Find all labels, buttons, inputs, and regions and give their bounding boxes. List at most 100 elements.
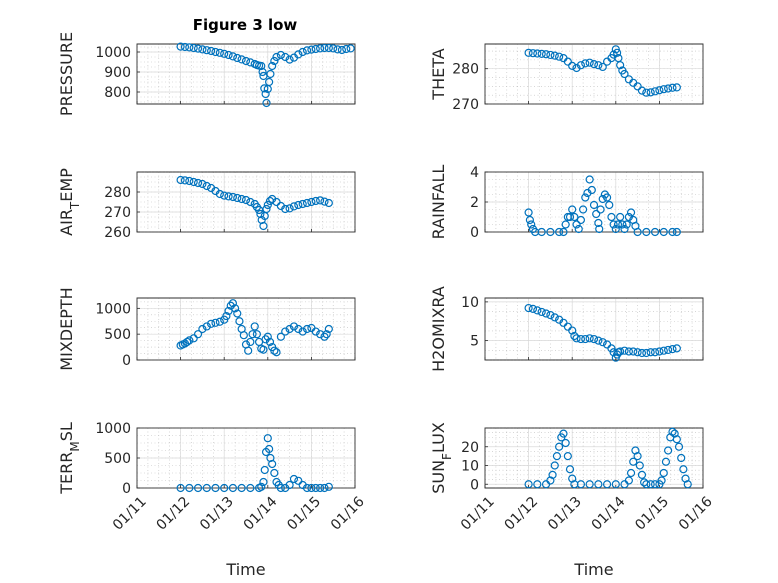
data-point (262, 204, 271, 214)
y-tick-label: 270 (452, 97, 479, 113)
data-point (650, 348, 660, 357)
data-point (185, 176, 194, 186)
data-point (259, 345, 268, 354)
data-point (228, 483, 238, 493)
data-point (270, 56, 279, 66)
data-point (541, 309, 551, 318)
data-point (302, 324, 312, 334)
data-point (620, 224, 629, 234)
data-point (550, 461, 559, 470)
data-point (202, 322, 211, 331)
data-point (276, 332, 285, 341)
data-point (524, 480, 533, 489)
data-point (246, 483, 255, 493)
data-point (594, 480, 603, 489)
data-point (257, 61, 266, 71)
data-point (622, 220, 631, 229)
data-point (233, 193, 242, 203)
data-point (528, 49, 538, 58)
data-point (525, 215, 535, 225)
data-point (659, 85, 668, 94)
data-point (572, 63, 581, 73)
data-point (281, 204, 290, 214)
data-point (664, 84, 673, 93)
data-point (611, 224, 620, 234)
data-point (681, 474, 690, 483)
data-point (578, 205, 588, 214)
data-point (672, 344, 681, 353)
data-point (657, 476, 666, 485)
data-point (220, 191, 229, 200)
data-point (672, 83, 681, 92)
data-point (668, 83, 677, 92)
data-point (220, 49, 229, 58)
y-tick-label: 0 (470, 477, 479, 493)
data-point (294, 200, 303, 210)
data-point (324, 43, 333, 53)
data-point (533, 49, 542, 58)
data-point (241, 195, 251, 205)
data-point (193, 330, 203, 339)
data-point (220, 483, 229, 493)
data-point (176, 483, 185, 493)
data-point (324, 324, 333, 334)
y-axis-label: PRESSURE (57, 32, 76, 116)
x-axis-label: Time (573, 560, 613, 579)
data-point (620, 69, 629, 79)
x-tick-label: 01/11 (110, 494, 150, 534)
data-point (189, 43, 198, 53)
data-point (202, 483, 211, 493)
data-point (262, 98, 271, 108)
y-tick-label: 500 (104, 327, 131, 343)
data-point (316, 196, 325, 205)
data-point (594, 336, 603, 345)
subplot-air-emp: 260 270 280 AIRTEMP (57, 168, 356, 241)
data-point (260, 465, 269, 475)
data-point (546, 50, 555, 60)
data-point (668, 345, 677, 354)
x-tick-label: 01/13 (545, 494, 585, 534)
data-point (241, 56, 251, 66)
data-point (528, 304, 538, 313)
data-point (587, 185, 596, 195)
data-point (646, 88, 655, 97)
x-tick-label: 01/15 (284, 494, 324, 534)
data-point (563, 57, 572, 66)
axes-frame (136, 171, 356, 233)
data-point (263, 332, 272, 341)
data-point (266, 69, 275, 79)
data-point (613, 48, 622, 57)
data-point (298, 327, 307, 336)
data-point (595, 224, 604, 234)
data-point (248, 330, 257, 339)
data-point (524, 303, 533, 313)
data-point (259, 477, 268, 487)
y-tick-label: 1000 (95, 301, 131, 317)
data-point (311, 327, 320, 336)
y-axis-label: AIRTEMP (57, 168, 82, 236)
data-point (333, 45, 342, 54)
y-axis-label: RAINFALL (429, 165, 448, 240)
data-point (302, 46, 312, 55)
data-point (244, 346, 253, 355)
data-point (185, 43, 194, 52)
data-point (346, 44, 355, 53)
data-point (189, 334, 198, 343)
data-point (631, 446, 640, 455)
data-point (541, 50, 551, 59)
x-axis-label: Time (225, 560, 265, 579)
data-point (272, 348, 281, 357)
data-point (311, 44, 320, 54)
data-point (302, 198, 312, 208)
y-tick-label: 1000 (95, 45, 131, 61)
data-point (307, 197, 316, 207)
data-point (633, 82, 642, 91)
data-point (642, 88, 651, 97)
data-point (215, 48, 224, 57)
data-point (642, 227, 651, 237)
data-point (594, 61, 603, 70)
data-point (546, 227, 555, 237)
data-point (585, 480, 594, 489)
y-tick-label: 1000 (95, 421, 131, 437)
data-point (289, 474, 299, 484)
